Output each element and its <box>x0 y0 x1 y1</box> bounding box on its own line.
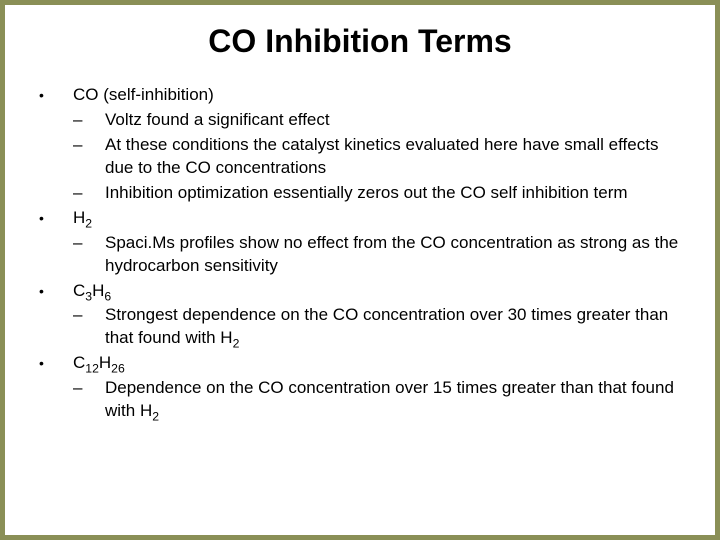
dash-marker-icon: – <box>73 134 105 180</box>
bullet-item: • H2 <box>33 207 687 230</box>
bullet-label: H2 <box>73 207 687 230</box>
sub-bullet-text: At these conditions the catalyst kinetic… <box>105 134 687 180</box>
bullet-marker-icon: • <box>33 84 73 107</box>
dash-marker-icon: – <box>73 109 105 132</box>
sub-bullet-item: – At these conditions the catalyst kinet… <box>33 134 687 180</box>
sub-bullet-item: – Inhibition optimization essentially ze… <box>33 182 687 205</box>
sub-bullet-text: Voltz found a significant effect <box>105 109 687 132</box>
bullet-marker-icon: • <box>33 280 73 303</box>
bullet-marker-icon: • <box>33 352 73 375</box>
bullet-label: C12H26 <box>73 352 687 375</box>
dash-marker-icon: – <box>73 232 105 278</box>
sub-bullet-item: – Spaci.Ms profiles show no effect from … <box>33 232 687 278</box>
sub-bullet-item: – Voltz found a significant effect <box>33 109 687 132</box>
bullet-marker-icon: • <box>33 207 73 230</box>
bullet-item: • C3H6 <box>33 280 687 303</box>
sub-bullet-text: Strongest dependence on the CO concentra… <box>105 304 687 350</box>
bullet-label: C3H6 <box>73 280 687 303</box>
slide-title: CO Inhibition Terms <box>33 23 687 60</box>
bullet-item: • CO (self-inhibition) <box>33 84 687 107</box>
dash-marker-icon: – <box>73 182 105 205</box>
sub-bullet-text: Spaci.Ms profiles show no effect from th… <box>105 232 687 278</box>
dash-marker-icon: – <box>73 377 105 423</box>
sub-bullet-text: Inhibition optimization essentially zero… <box>105 182 687 205</box>
bullet-label: CO (self-inhibition) <box>73 84 687 107</box>
slide-content: • CO (self-inhibition) – Voltz found a s… <box>33 84 687 423</box>
bullet-item: • C12H26 <box>33 352 687 375</box>
sub-bullet-text: Dependence on the CO concentration over … <box>105 377 687 423</box>
dash-marker-icon: – <box>73 304 105 350</box>
sub-bullet-item: – Dependence on the CO concentration ove… <box>33 377 687 423</box>
slide-frame: CO Inhibition Terms • CO (self-inhibitio… <box>0 0 720 540</box>
sub-bullet-item: – Strongest dependence on the CO concent… <box>33 304 687 350</box>
